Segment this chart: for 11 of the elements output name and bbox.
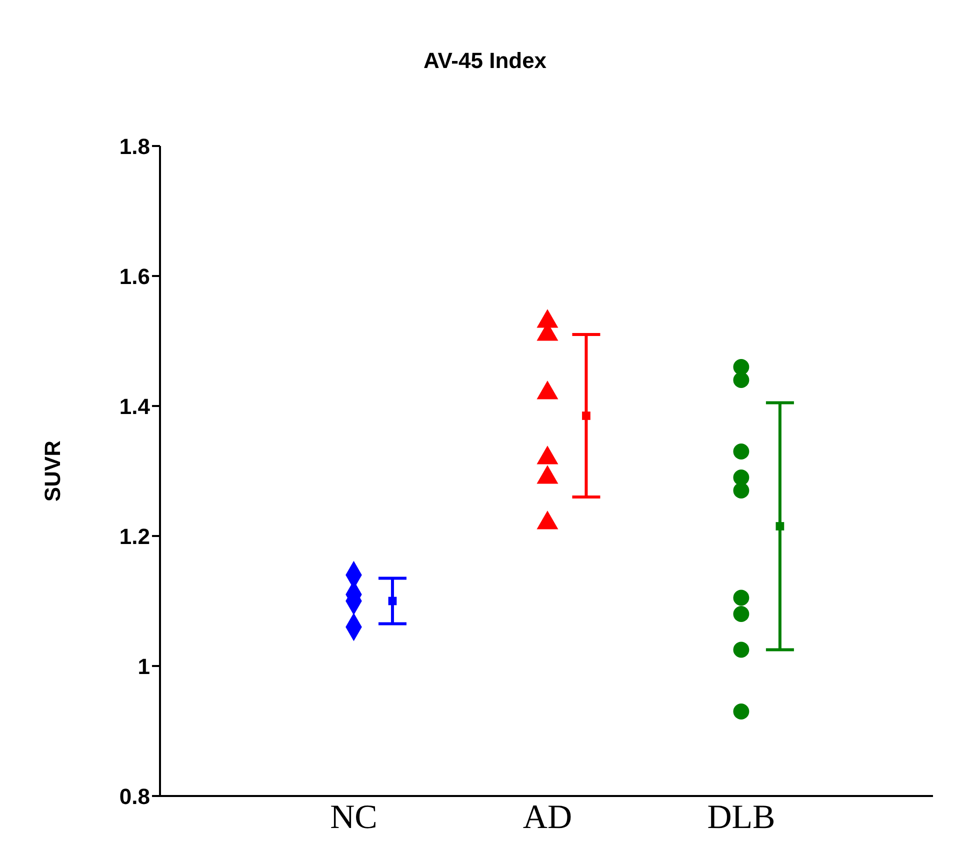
- y-tick-label: 1.2: [119, 524, 150, 549]
- y-tick-label: 1: [138, 654, 150, 679]
- x-tick-label: AD: [522, 799, 572, 836]
- x-tick-label: DLB: [707, 799, 776, 836]
- y-axis-title: SUVR: [40, 440, 65, 502]
- chart-title: AV-45 Index: [422, 48, 548, 74]
- y-tick-label: 1.8: [119, 134, 150, 159]
- x-tick-label: NC: [330, 799, 378, 836]
- y-tick-label: 1.6: [119, 264, 150, 289]
- y-tick-label: 0.8: [119, 784, 150, 809]
- y-tick-label: 1.4: [119, 394, 151, 419]
